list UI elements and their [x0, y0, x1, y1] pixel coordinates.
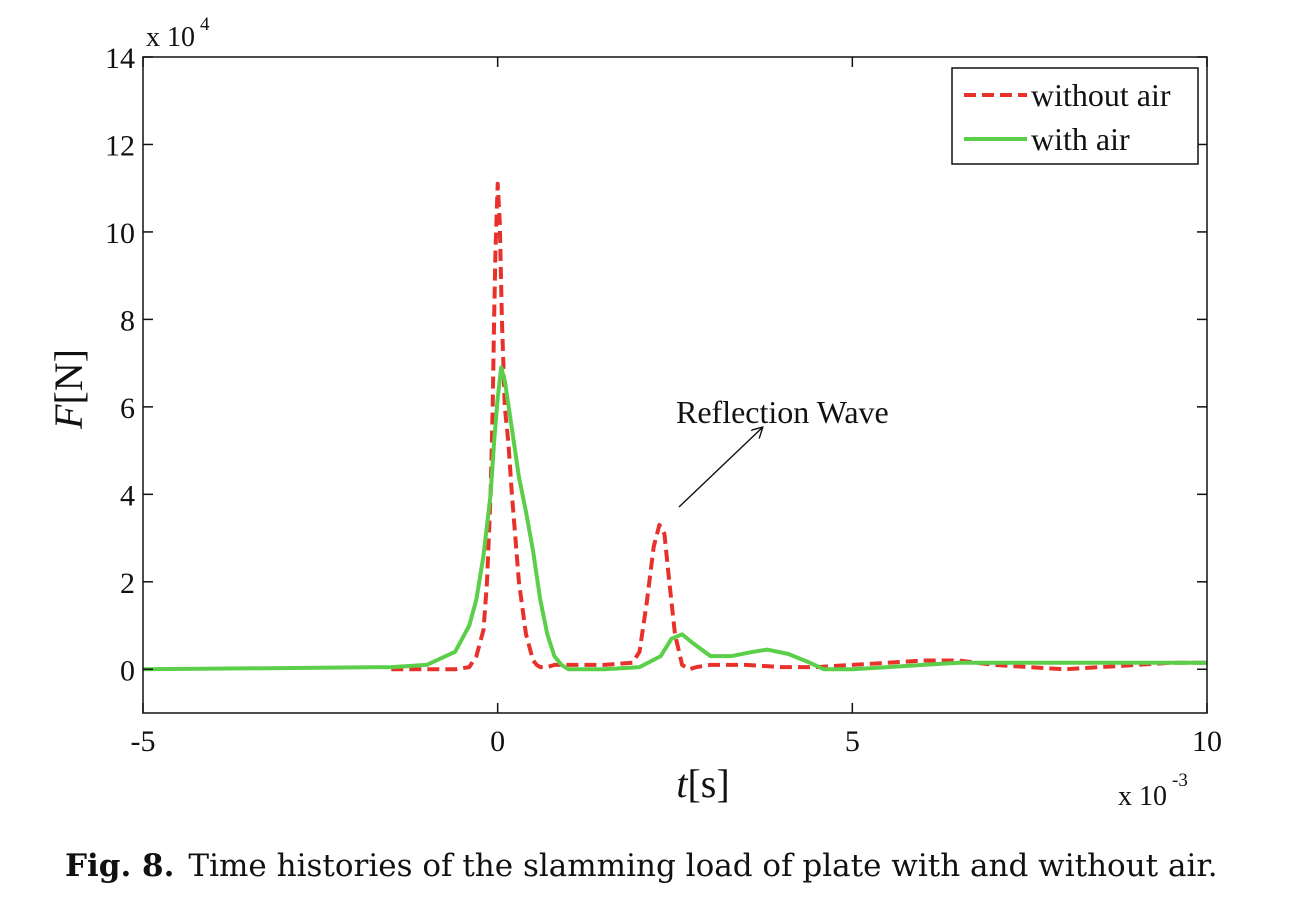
x-axis-label: t[s]	[676, 761, 729, 806]
y-multiplier-exponent: 4	[200, 14, 210, 35]
axes-frame	[142, 56, 1208, 714]
legend: without air with air	[951, 67, 1199, 165]
annotations: Reflection Wave	[676, 394, 889, 508]
y-axis-label: F[N]	[46, 349, 91, 430]
series-line-1	[142, 365, 1207, 672]
y-tick-label: 10	[105, 217, 135, 250]
y-tick-label: 14	[105, 42, 135, 75]
y-tick-label: 4	[120, 479, 135, 512]
legend-box	[951, 67, 1199, 165]
x-multiplier: x 10	[1118, 781, 1167, 812]
y-tick-label: 0	[120, 654, 135, 687]
series-line-0	[391, 181, 1207, 672]
legend-label: with air	[1031, 121, 1130, 157]
x-multiplier-exponent: -3	[1172, 770, 1188, 791]
y-multiplier: x 10	[146, 22, 195, 53]
annotation-text: Reflection Wave	[676, 394, 889, 430]
legend-label: without air	[1031, 77, 1171, 113]
x-tick-label: 0	[490, 725, 505, 758]
x-tick-label: -5	[131, 725, 156, 758]
y-tick-label: 8	[120, 304, 135, 337]
x-tick-label: 5	[845, 725, 860, 758]
x-tick-label: 10	[1192, 725, 1222, 758]
caption-label: Fig. 8.	[65, 848, 175, 884]
y-tick-label: 2	[120, 567, 135, 600]
caption-text: Time histories of the slamming load of p…	[188, 848, 1218, 884]
figure-caption: Fig. 8. Time histories of the slamming lo…	[0, 848, 1302, 884]
y-tick-label: 12	[105, 129, 135, 162]
annotation-arrow	[678, 428, 762, 508]
y-tick-label: 6	[120, 392, 135, 425]
plot-area	[142, 181, 1207, 672]
